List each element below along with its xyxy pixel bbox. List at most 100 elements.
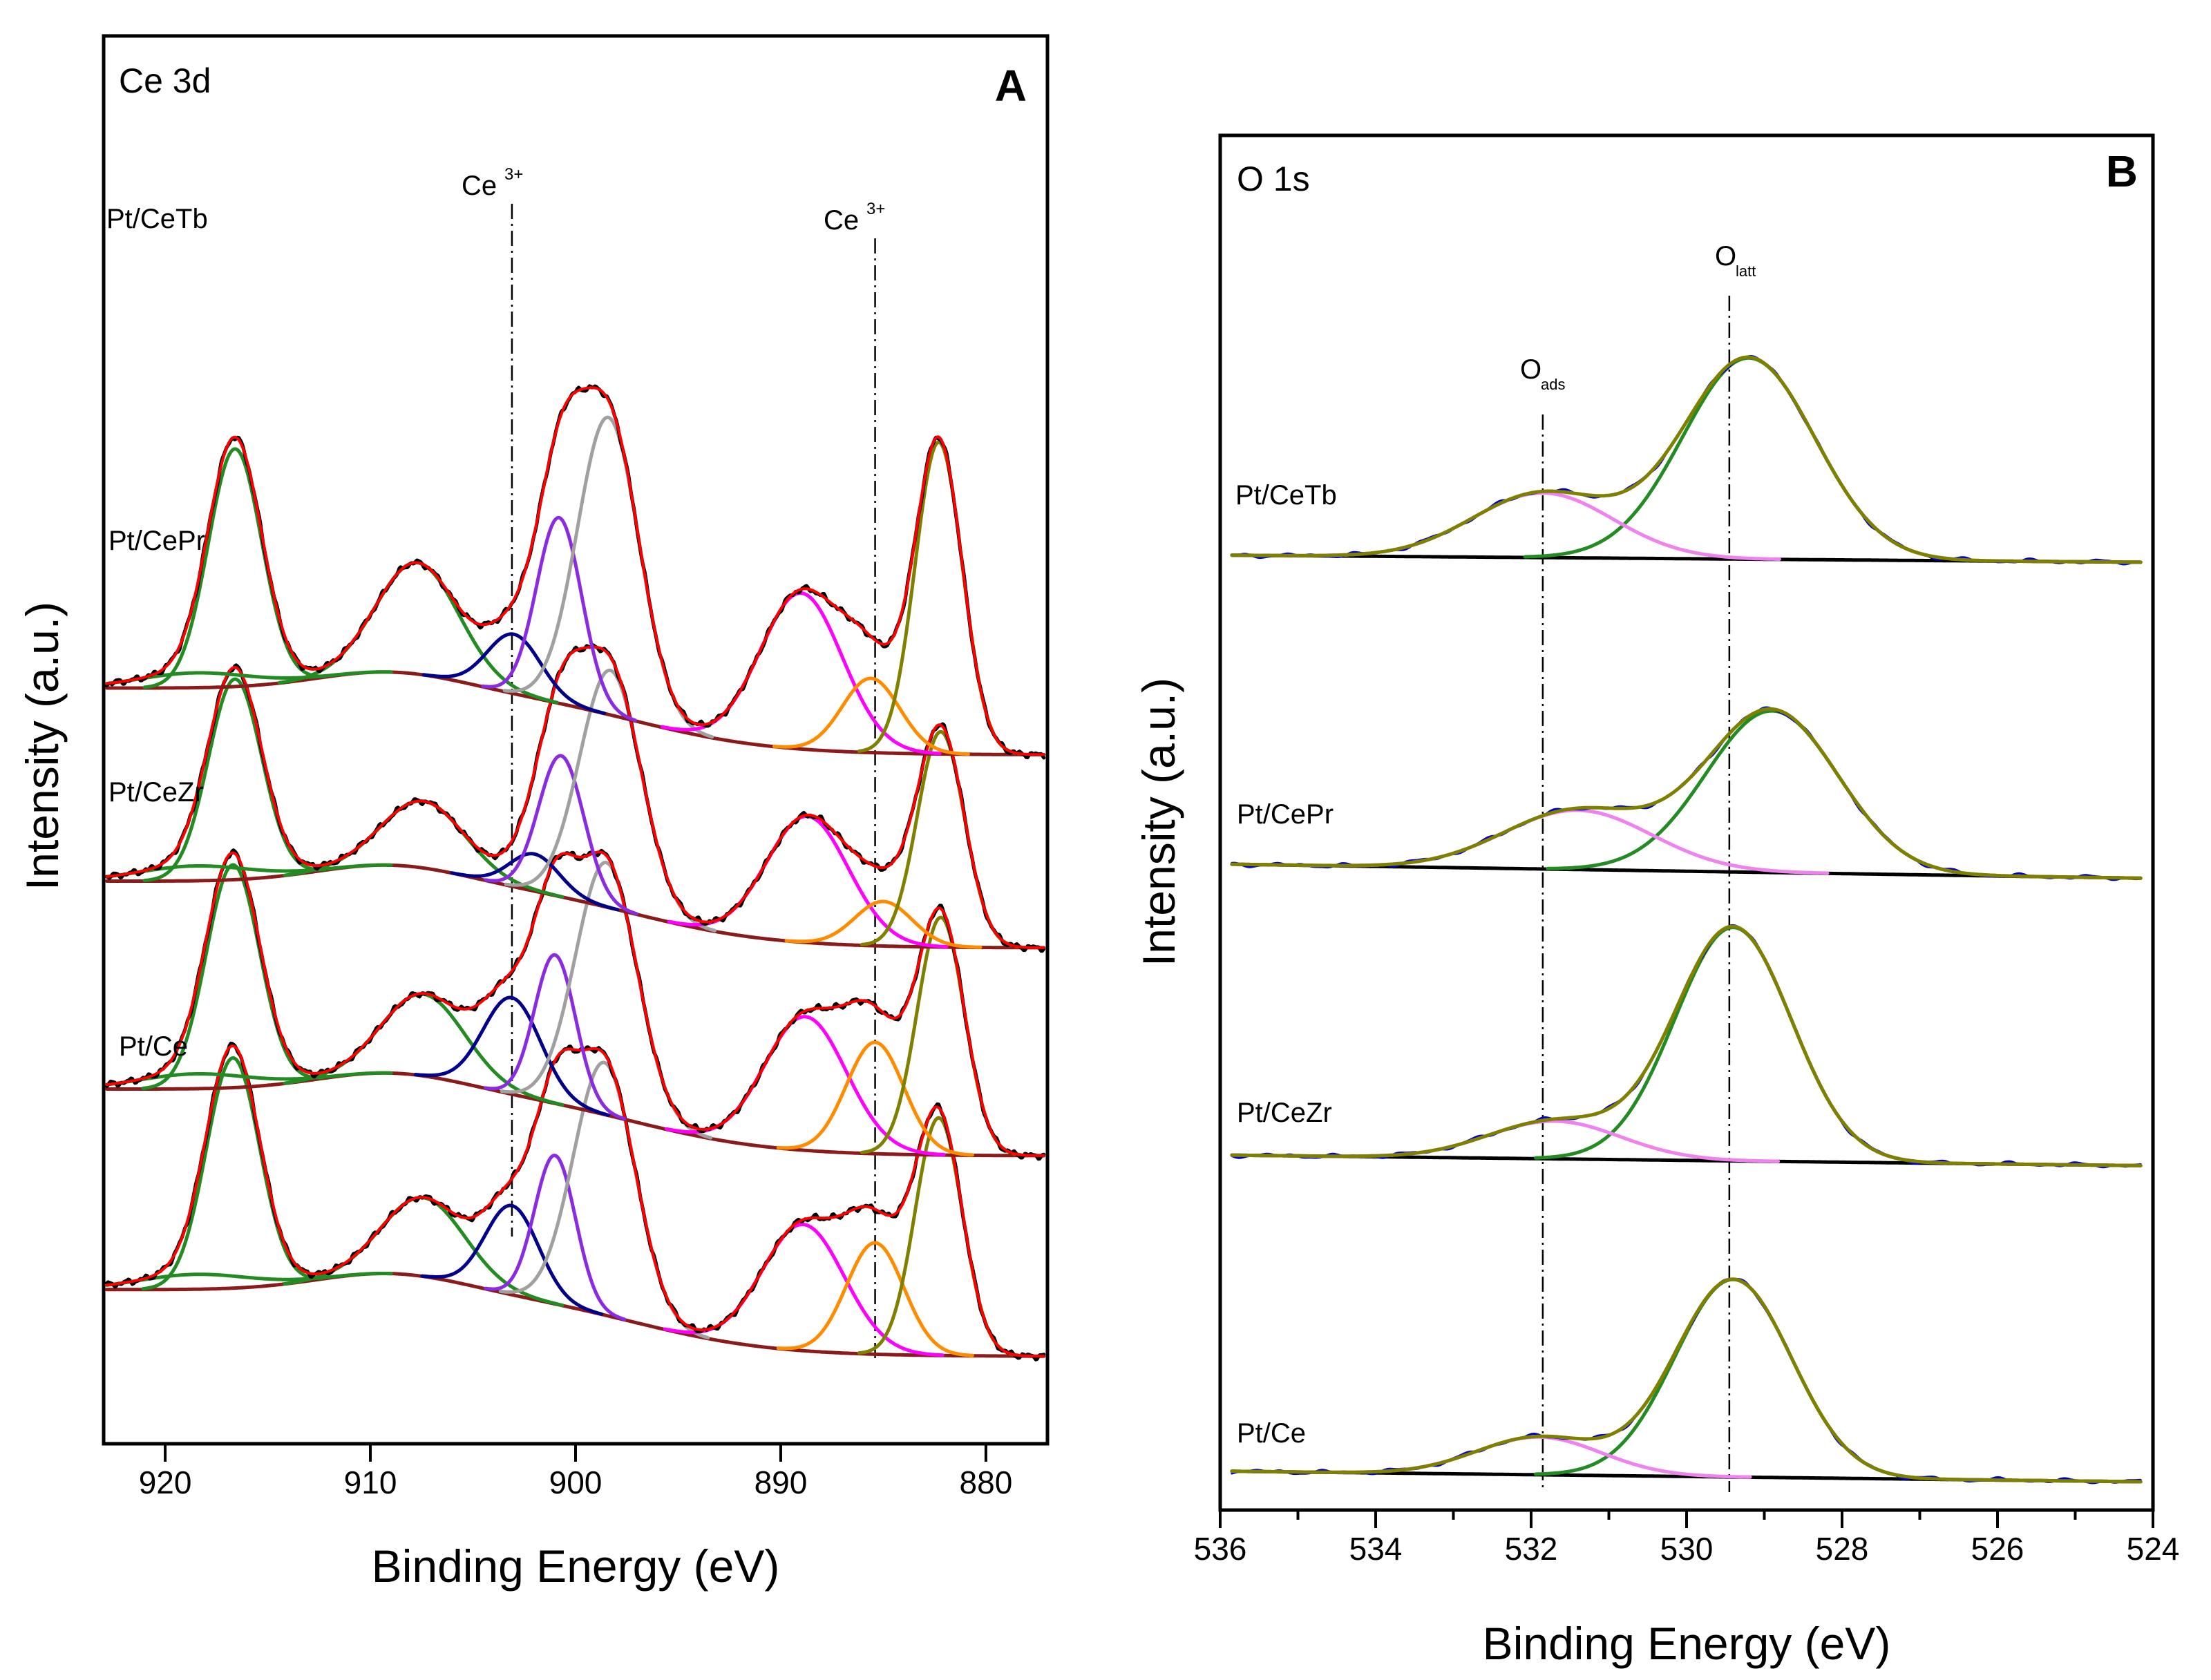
x-tick-label: 534: [1349, 1531, 1403, 1567]
series-label-pt-ce: Pt/Ce: [119, 1031, 188, 1062]
component-peak: [141, 863, 325, 1090]
ref-label-o-ads: O ads: [1520, 354, 1565, 393]
x-tick-label: 900: [549, 1464, 602, 1500]
x-tick-label: 880: [960, 1464, 1013, 1500]
raw-spectrum: [1231, 1277, 2142, 1485]
panel-a-x-axis-label: Binding Energy (eV): [372, 1540, 780, 1592]
ref-label-sub: ads: [1541, 376, 1565, 393]
background-curve: [105, 1071, 1046, 1158]
fit-envelope: [105, 850, 1045, 1157]
panel-a-reference-lines: [511, 204, 876, 1361]
series-pt-cetb: [105, 384, 1046, 760]
x-tick-label: 528: [1816, 1531, 1869, 1567]
panel-a-frame: [102, 34, 1050, 1446]
raw-spectrum: [1231, 355, 2142, 566]
series-pt-cezr: [1230, 924, 2143, 1169]
component-peak: [420, 1203, 604, 1316]
component-peak: [413, 995, 610, 1117]
ref-label-o-latt: O latt: [1715, 241, 1756, 280]
panel-a-x-ticks: 920 910 900 890 880: [139, 1444, 1013, 1500]
panel-a-sample-labels: Pt/CeTb Pt/CePr Pt/CeZr Pt/Ce: [106, 204, 208, 1062]
x-tick-label: 536: [1194, 1531, 1247, 1567]
raw-spectrum: [1231, 924, 2142, 1169]
series-pt-cezr: [105, 848, 1046, 1161]
series-pt-ce: [105, 1042, 1046, 1362]
component-peak: [784, 899, 983, 949]
ref-label-ce3plus-left: Ce 3+: [462, 165, 523, 201]
component-peak: [421, 632, 606, 716]
series-label-pt-ce: Pt/Ce: [1237, 1418, 1306, 1449]
panel-b-frame: [1218, 133, 2155, 1512]
raw-spectrum: [1231, 706, 2142, 881]
component-peak: [502, 415, 714, 739]
series-label-pt-cetb: Pt/CeTb: [106, 204, 208, 234]
background-curve: [105, 1272, 1046, 1358]
ref-label-sup: 3+: [866, 200, 885, 218]
x-tick-label: 920: [139, 1464, 192, 1500]
series-label-pt-cetb: Pt/CeTb: [1235, 480, 1337, 510]
component-peak: [772, 676, 970, 756]
ref-label-text: Ce: [462, 171, 497, 201]
series-label-pt-cepr: Pt/CePr: [108, 526, 205, 556]
series-label-pt-cezr: Pt/CeZr: [1237, 1098, 1332, 1128]
fit-envelope: [1230, 1277, 2143, 1484]
x-tick-label: 526: [1971, 1531, 2024, 1567]
component-peak: [857, 440, 1021, 756]
component-peak: [450, 852, 620, 912]
panel-a-y-axis-label: Intensity (a.u.): [17, 602, 68, 890]
background-curve: [105, 670, 1046, 756]
fit-envelope: [1230, 707, 2143, 880]
component-peak: [141, 1056, 325, 1291]
panel-b-spectra: [1230, 355, 2143, 1485]
panel-a-label: A: [995, 61, 1027, 111]
x-tick-label: 524: [2127, 1531, 2180, 1567]
component-peak: [860, 729, 1023, 949]
fit-envelope: [105, 386, 1045, 756]
component-peak: [283, 992, 564, 1107]
ref-label-ce3plus-right: Ce 3+: [824, 200, 885, 236]
panel-b-reference-lines: [1541, 296, 1731, 1492]
panel-b-o1s: 536 534 532 530 528 526 524 O 1s B Binding Ene…: [1133, 133, 2180, 1669]
series-label-pt-cepr: Pt/CePr: [1237, 799, 1334, 830]
component-peak: [484, 754, 638, 916]
panel-a-ce3d: 920 910 900 890 880 Ce 3d A Binding Energy (…: [17, 34, 1050, 1592]
fit-envelope: [1230, 355, 2143, 564]
ref-label-text: O: [1715, 241, 1736, 271]
panel-b-x-axis-label: Binding Energy (eV): [1483, 1618, 1891, 1669]
ref-label-sub: latt: [1736, 262, 1756, 280]
component-peak: [481, 515, 637, 723]
panel-b-sample-labels: Pt/CeTb Pt/CePr Pt/CeZr Pt/Ce: [1235, 480, 1337, 1449]
panel-b-y-axis-label: Intensity (a.u.): [1133, 678, 1184, 966]
panel-b-label: B: [2106, 146, 2138, 196]
x-tick-label: 530: [1660, 1531, 1714, 1567]
x-tick-label: 532: [1505, 1531, 1558, 1567]
component-peak: [142, 447, 328, 689]
panel-b-x-ticks: 536 534 532 530 528 526 524: [1194, 1510, 2180, 1567]
component-peak: [1546, 709, 1998, 877]
component-peak: [484, 953, 627, 1121]
series-pt-cetb: [1230, 355, 2143, 566]
component-peak: [484, 1154, 627, 1321]
panel-a-title: Ce 3d: [119, 61, 211, 100]
fit-envelope: [1230, 924, 2143, 1167]
background-curve: [105, 863, 1046, 950]
panel-b-title: O 1s: [1237, 160, 1310, 198]
component-peak: [776, 1241, 974, 1357]
series-label-pt-cezr: Pt/CeZr: [108, 777, 204, 808]
ref-label-sup: 3+: [504, 165, 523, 184]
component-peak: [1523, 356, 1975, 562]
panel-a-spectra: [105, 384, 1046, 1362]
component-peak: [277, 561, 559, 705]
component-peak: [105, 670, 393, 686]
fit-envelope: [105, 1044, 1045, 1358]
series-pt-cepr: [105, 643, 1046, 953]
series-pt-cepr: [1230, 706, 2143, 881]
series-pt-ce: [1230, 1277, 2143, 1485]
x-tick-label: 910: [344, 1464, 397, 1500]
ref-label-text: Ce: [824, 205, 859, 236]
ref-label-text: O: [1520, 354, 1541, 385]
component-peak: [776, 1040, 974, 1157]
fit-envelope: [105, 645, 1045, 949]
x-tick-label: 890: [755, 1464, 808, 1500]
